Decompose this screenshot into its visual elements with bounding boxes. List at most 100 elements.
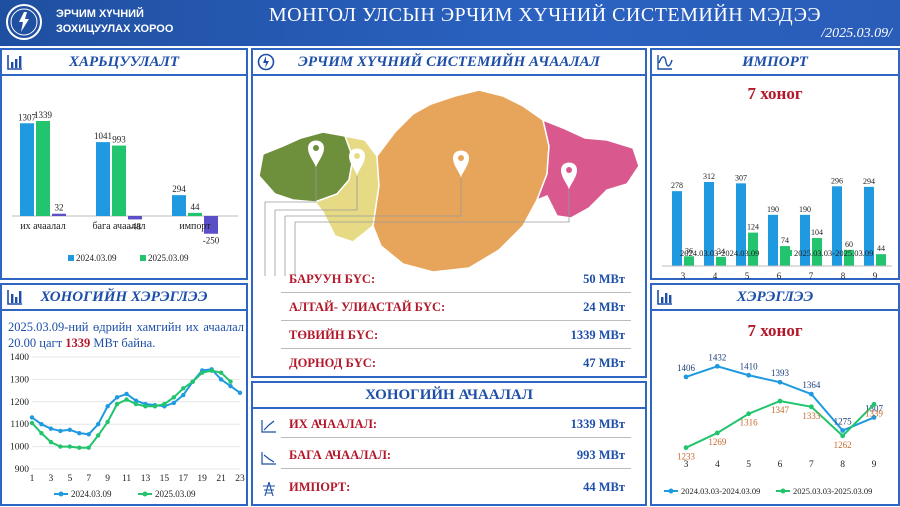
consumption-panel: ХЭРЭГЛЭЭ 7 хоног 1406 1432 1410 1393 1364 127… [650,283,900,506]
page-title: МОНГОЛ УЛСЫН ЭРЧИМ ХҮЧНИЙ СИСТЕМИЙН МЭДЭ… [268,4,822,26]
consumption-category: 6 [778,460,783,470]
region-east [535,118,640,219]
comparison-bar-label: -250 [203,236,220,246]
region-name-altai: АЛТАЙ- УЛИАСТАЙ БҮС: [289,300,446,314]
daily-xtick: 9 [105,474,110,484]
import-category: 3 [681,271,686,280]
daily-point [124,397,129,402]
daily-title: ХОНОГИЙН ХЭРЭГЛЭЭ [2,285,246,311]
consumption-point-label: 1347 [771,405,790,415]
consumption-category: 9 [872,460,877,470]
org-line2: ЗОХИЦУУЛАХ ХОРОО [56,23,174,35]
map-pin-west-icon [308,140,324,168]
import-bar [832,186,842,266]
emblem-icon [10,8,38,36]
header-bar: ЭРЧИМ ХҮЧНИЙ ЗОХИЦУУЛАХ ХОРОО МОНГОЛ УЛС… [0,0,900,46]
daily-series-line [31,369,232,449]
org-line1: ЭРЧИМ ХҮЧНИЙ [56,8,144,20]
import-category: 8 [841,271,846,280]
daily-title-text: ХОНОГИЙН ХЭРЭГЛЭЭ [40,289,208,305]
daily-point [58,428,63,434]
daily-point [86,445,91,450]
comparison-title-text: ХАРЬЦУУЛАЛТ [69,54,179,70]
daily-point [86,432,91,437]
divider [281,468,631,469]
daily-point [181,392,186,398]
consumption-point [683,374,689,380]
comparison-category: бага ачаалал [92,221,145,232]
import-bar [812,238,822,266]
import-category: 6 [777,271,782,280]
daily-xtick: 5 [67,474,72,484]
consumption-point [714,363,720,369]
import-bar [864,186,874,266]
daily-point [124,391,129,397]
consumption-point [714,430,720,436]
daily-point [58,444,63,449]
consumption-legend-label: 2024.03.03-2024.03.09 [681,486,760,496]
import-bar [844,249,854,266]
comparison-bar [52,213,66,216]
load-name-max: ИХ АЧААЛАЛ: [289,417,378,431]
wave-icon [657,55,673,70]
trend-up-icon [261,420,276,433]
consumption-point-label: 1410 [740,361,759,371]
import-legend-label: 2024.03.03-2024.03.09 [680,248,759,258]
daily-point [199,370,205,375]
import-legend-swatch [672,250,678,256]
consumption-point [871,401,877,407]
daily-point [77,445,82,450]
consumption-point-label: 1406 [677,363,696,373]
import-bar-label: 60 [845,240,853,249]
consumption-point-label: 1307 [865,403,884,413]
map-title-text: ЭРЧИМ ХҮЧНИЙ СИСТЕМИЙН АЧААЛАЛ [298,54,600,70]
daily-point [171,395,177,400]
consumption-point [746,411,752,417]
comparison-bar-label: 993 [112,135,126,145]
daily-ytick: 1100 [10,420,29,430]
comparison-legend-swatch [68,255,74,261]
import-category: 5 [745,271,750,280]
daily-note: 2025.03.09-ний өдрийн хамгийн их ачаалал… [8,319,244,351]
consumption-category: 3 [684,460,689,470]
import-legend-label: 2025.03.03-2025.03.09 [794,248,873,258]
region-value-east: 47 МВт [583,356,625,370]
daily-point [209,368,214,373]
consumption-point-label: 1339 [865,408,884,418]
comparison-category: импорт [179,221,211,232]
consumption-point-label: 1262 [834,440,852,450]
import-bar [768,214,778,266]
map-pin-central-icon [453,150,469,178]
comparison-category: их ачаалал [20,221,65,232]
consumption-point [746,372,752,378]
comparison-bar [128,216,142,220]
comparison-title: ХАРЬЦУУЛАЛТ [2,50,246,76]
consumption-legend-marker [668,488,674,494]
import-bar-label: 34 [717,247,725,256]
import-chart: 278 36 3 312 34 4 307 124 5 190 74 6 190 104 7 296 60 8 29… [662,172,892,280]
daily-ytick: 1400 [10,353,29,363]
comparison-bar [36,121,50,216]
load-name-import: ИМПОРТ: [289,480,351,494]
consumption-point-label: 1275 [834,417,853,427]
daily-point [228,383,233,389]
load-value-import: 44 МВт [583,480,625,494]
import-category: 4 [713,271,718,280]
consumption-point [840,433,846,439]
consumption-subtitle: 7 хоног [747,321,803,340]
daily-point [162,401,167,407]
comparison-bar [172,195,186,216]
daily-point [29,420,35,426]
region-value-central: 1339 МВт [570,328,625,342]
daily-load-title: ХОНОГИЙН АЧААЛАЛ [253,383,645,409]
map-pin-altai-icon [349,148,365,176]
comparison-bar-label: 294 [172,184,186,194]
comparison-bar [204,216,218,234]
daily-note-before: 2025.03.09-ний өдрийн хамгийн их ачаалал… [8,320,244,350]
consumption-point-label: 1432 [708,352,726,362]
consumption-point [777,398,783,404]
daily-xtick: 15 [160,474,170,484]
map-leader-lines [264,168,570,276]
